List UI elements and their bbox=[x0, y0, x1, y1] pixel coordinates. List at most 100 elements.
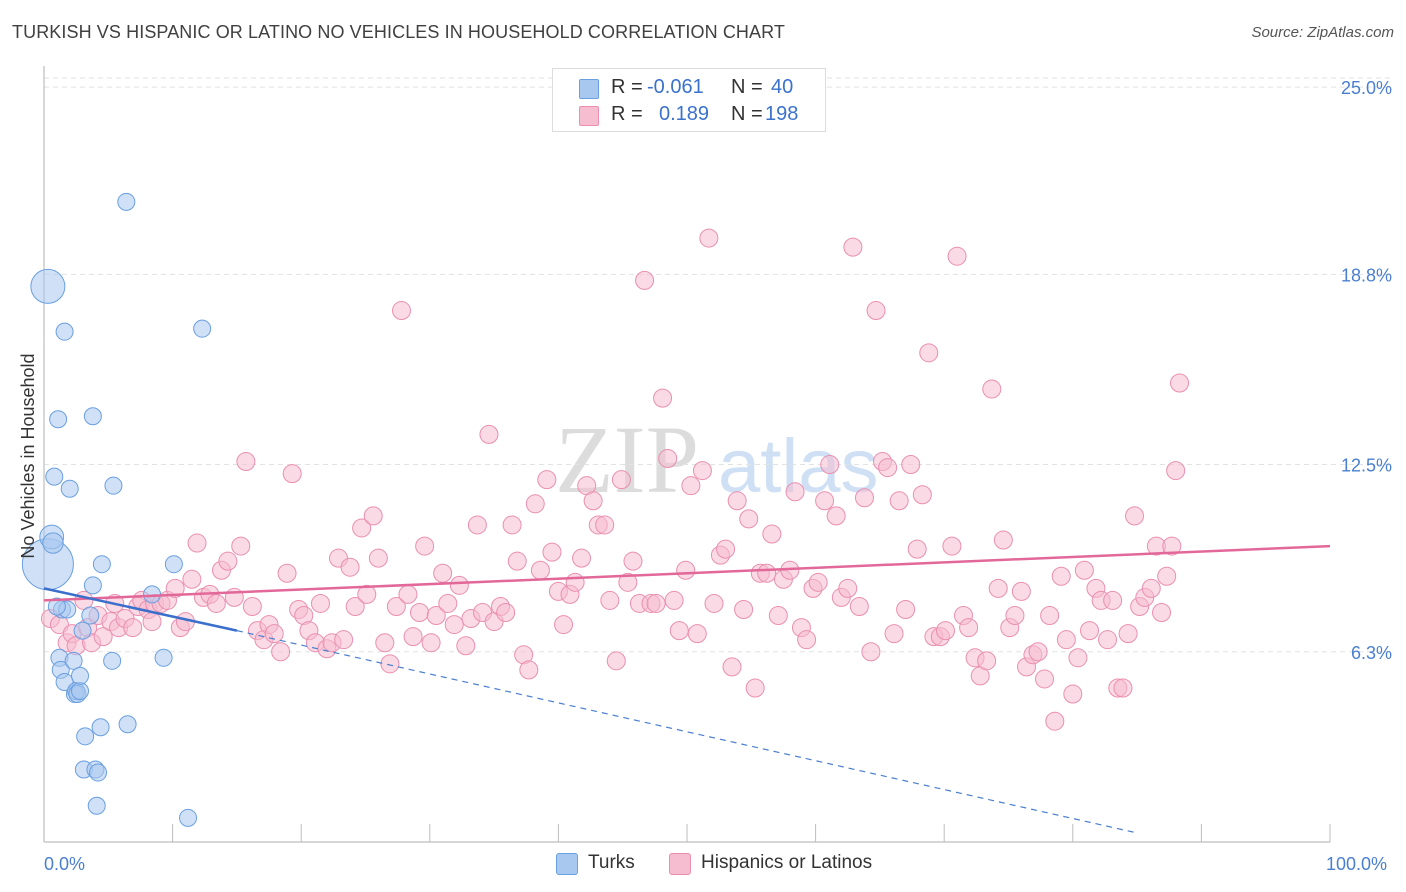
axes bbox=[43, 66, 1331, 843]
hispanic-point bbox=[618, 572, 638, 592]
bottom-legend-swatch-hispanics bbox=[669, 853, 691, 875]
hispanic-point bbox=[410, 603, 430, 623]
hispanic-point bbox=[386, 596, 406, 616]
hispanic-point bbox=[734, 599, 754, 619]
hispanic-point bbox=[982, 379, 1002, 399]
legend-swatch-turks bbox=[579, 79, 599, 99]
turks-point bbox=[49, 410, 68, 429]
hispanic-point bbox=[1141, 578, 1161, 598]
hispanic-point bbox=[1166, 461, 1186, 481]
hispanic-point bbox=[838, 578, 858, 598]
correlation-legend: R = -0.061 N = 40 R = 0.189 N = 198 bbox=[552, 68, 826, 132]
hispanic-point bbox=[1170, 373, 1190, 393]
bottom-legend-label-turks: Turks bbox=[588, 852, 635, 873]
hispanic-point bbox=[896, 599, 916, 619]
hispanic-point bbox=[537, 470, 557, 490]
hispanic-point bbox=[1063, 684, 1083, 704]
hispanic-point bbox=[745, 678, 765, 698]
hispanic-point bbox=[635, 270, 655, 290]
hispanic-point bbox=[988, 578, 1008, 598]
hispanic-point bbox=[218, 551, 238, 571]
hispanic-point bbox=[623, 551, 643, 571]
hispanic-point bbox=[421, 633, 441, 653]
chart-source: Source: ZipAtlas.com bbox=[1251, 24, 1394, 41]
hispanic-point bbox=[600, 590, 620, 610]
hispanic-point bbox=[919, 343, 939, 363]
hispanic-point bbox=[727, 491, 747, 511]
hispanic-point bbox=[1080, 621, 1100, 641]
x-tick-label: 0.0% bbox=[44, 854, 85, 874]
hispanic-point bbox=[1157, 566, 1177, 586]
turks-point bbox=[71, 682, 90, 701]
hispanic-point bbox=[907, 539, 927, 559]
hispanic-point bbox=[403, 627, 423, 647]
bottom-legend-turks: Turks bbox=[556, 851, 656, 877]
hispanic-point bbox=[797, 630, 817, 650]
hispanic-point bbox=[1113, 678, 1133, 698]
hispanic-point bbox=[502, 515, 522, 535]
hispanic-point bbox=[1028, 642, 1048, 662]
turks-point bbox=[104, 476, 123, 495]
hispanic-point bbox=[884, 624, 904, 644]
hispanic-point bbox=[1098, 630, 1118, 650]
hispanic-point bbox=[826, 506, 846, 526]
turks-point bbox=[193, 319, 212, 338]
hispanic-point bbox=[530, 560, 550, 580]
hispanic-point bbox=[739, 509, 759, 529]
hispanic-point bbox=[583, 491, 603, 511]
hispanic-point bbox=[479, 424, 499, 444]
hispanic-point bbox=[334, 630, 354, 650]
hispanic-point bbox=[368, 548, 388, 568]
y-tick-label: 18.8% bbox=[1341, 265, 1392, 285]
hispanic-point bbox=[165, 578, 185, 598]
hispanic-point bbox=[849, 596, 869, 616]
hispanic-point bbox=[606, 651, 626, 671]
turks-point bbox=[81, 606, 100, 625]
turks-point bbox=[45, 467, 64, 486]
legend-n-value: 198 bbox=[765, 103, 799, 125]
legend-n-label: N = bbox=[731, 76, 763, 98]
hispanic-point bbox=[658, 449, 678, 469]
hispanic-point bbox=[415, 536, 435, 556]
hispanic-point bbox=[820, 455, 840, 475]
hispanic-point bbox=[231, 536, 251, 556]
hispanic-point bbox=[935, 621, 955, 641]
hispanic-point bbox=[653, 388, 673, 408]
hispanic-point bbox=[142, 612, 162, 632]
hispanic-point bbox=[699, 228, 719, 248]
hispanic-point bbox=[206, 593, 226, 613]
hispanic-point bbox=[398, 584, 418, 604]
hispanic-point bbox=[375, 633, 395, 653]
turks-point bbox=[154, 648, 173, 667]
hispanic-point bbox=[889, 491, 909, 511]
hispanic-point bbox=[310, 593, 330, 613]
hispanic-point bbox=[762, 524, 782, 544]
hispanic-point bbox=[187, 533, 207, 553]
hispanic-point bbox=[595, 515, 615, 535]
legend-n-label: N = bbox=[731, 103, 763, 125]
hispanic-point bbox=[942, 536, 962, 556]
hispanic-point bbox=[271, 642, 291, 662]
hispanic-point bbox=[704, 593, 724, 613]
hispanic-point bbox=[236, 452, 256, 472]
hispanic-point bbox=[1103, 590, 1123, 610]
turks-point bbox=[60, 479, 79, 498]
hispanic-point bbox=[1005, 606, 1025, 626]
hispanic-point bbox=[959, 618, 979, 638]
hispanic-point bbox=[426, 606, 446, 626]
hispanic-point bbox=[525, 494, 545, 514]
hispanic-point bbox=[93, 627, 113, 647]
turks-point bbox=[47, 597, 66, 616]
hispanic-point bbox=[716, 539, 736, 559]
hispanic-point bbox=[392, 301, 412, 321]
hispanic-point bbox=[1035, 669, 1055, 689]
hispanic-point bbox=[681, 476, 701, 496]
hispanic-point bbox=[496, 603, 516, 623]
legend-swatch-hispanics bbox=[579, 106, 599, 126]
hispanic-point bbox=[444, 615, 464, 635]
trend-line-turks-extension bbox=[236, 630, 1138, 834]
hispanic-point bbox=[669, 621, 689, 641]
turks-point bbox=[118, 715, 137, 734]
turks-point bbox=[179, 808, 198, 827]
